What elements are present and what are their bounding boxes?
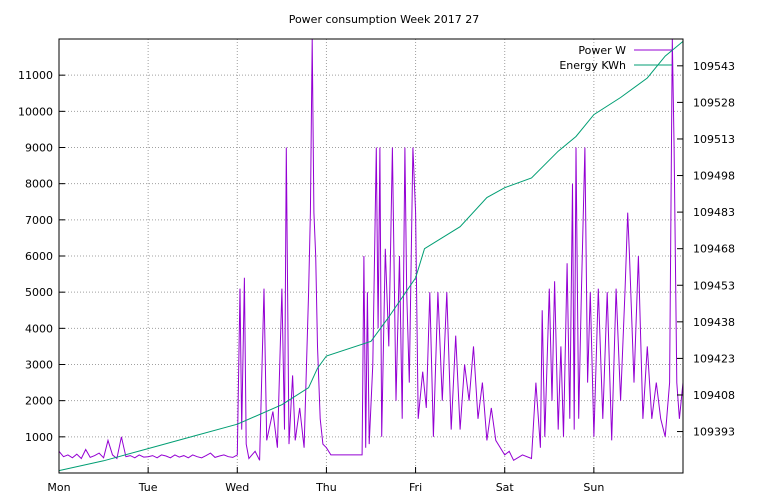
y-left-tick-label: 3000 — [25, 359, 53, 372]
y-right-tick-label: 109483 — [693, 206, 735, 219]
x-tick-label: Sun — [583, 481, 604, 494]
y-right-tick-label: 109438 — [693, 316, 735, 329]
y-left-tick-label: 7000 — [25, 214, 53, 227]
y-right-tick-label: 109453 — [693, 279, 735, 292]
y-left-tick-label: 10000 — [18, 105, 53, 118]
y-right-tick-label: 109393 — [693, 426, 735, 439]
y-left-tick-label: 5000 — [25, 286, 53, 299]
y-right-tick-label: 109498 — [693, 170, 735, 183]
x-tick-label: Wed — [225, 481, 249, 494]
legend: Power W Energy KWh — [559, 44, 672, 72]
series-line-power — [58, 38, 684, 462]
y-right-tick-label: 109468 — [693, 243, 735, 256]
axes: 1000 2000 3000 4000 5000 6000 7000 8000 9000 1000… — [18, 60, 735, 494]
x-tick-label: Sat — [496, 481, 515, 494]
x-tick-label: Thu — [315, 481, 337, 494]
x-tick-label: Fri — [409, 481, 422, 494]
y-left-tick-label: 4000 — [25, 322, 53, 335]
y-left-tick-label: 2000 — [25, 395, 53, 408]
y-left-tick-label: 6000 — [25, 250, 53, 263]
y-right-tick-label: 109543 — [693, 60, 735, 73]
y-right-tick-label: 109528 — [693, 96, 735, 109]
x-tick-label: Mon — [47, 481, 70, 494]
legend-label: Power W — [578, 44, 626, 57]
chart-title: Power consumption Week 2017 27 — [289, 13, 480, 26]
y-left-tick-label: 9000 — [25, 142, 53, 155]
y-right-tick-label: 109513 — [693, 133, 735, 146]
y-left-tick-label: 8000 — [25, 178, 53, 191]
y-right-tick-label: 109423 — [693, 352, 735, 365]
y-left-tick-label: 1000 — [25, 431, 53, 444]
y-left-tick-label: 11000 — [18, 69, 53, 82]
legend-label: Energy KWh — [559, 59, 626, 72]
x-tick-label: Tue — [138, 481, 158, 494]
y-right-tick-label: 109408 — [693, 389, 735, 402]
series-line-energy — [58, 41, 684, 472]
plot-area — [58, 38, 684, 472]
